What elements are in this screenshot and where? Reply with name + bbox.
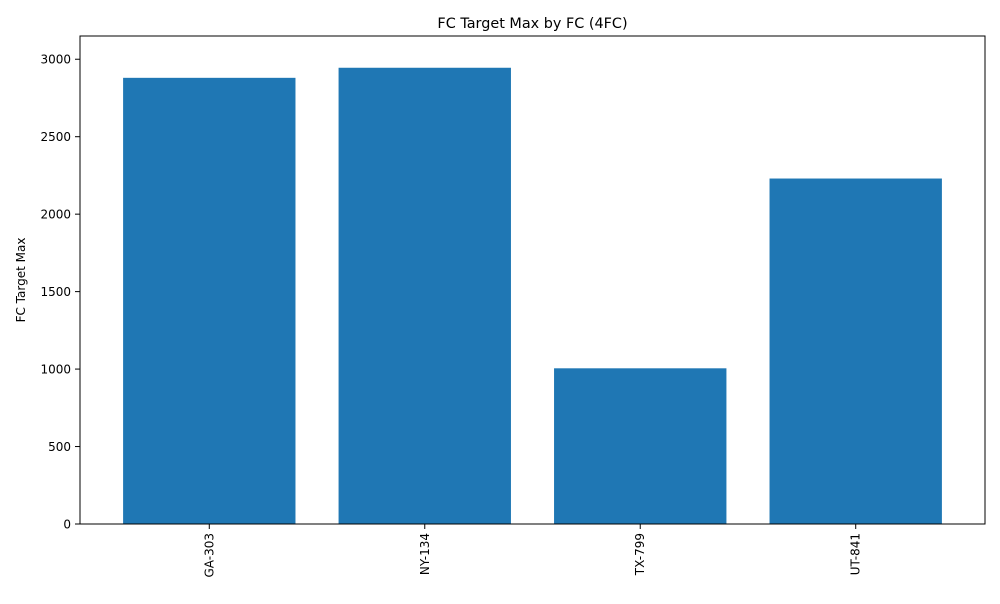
bar-ut-841 <box>769 178 942 524</box>
y-tick-label: 2500 <box>40 130 71 144</box>
y-tick-label: 1000 <box>40 363 71 377</box>
bar-ny-134 <box>338 67 511 524</box>
y-axis-ticks: 0 500 1000 1500 2000 2500 3000 <box>40 53 80 532</box>
y-tick-label: 3000 <box>40 53 71 67</box>
y-tick-label: 2000 <box>40 208 71 222</box>
y-axis-label: FC Target Max <box>14 238 28 323</box>
plot-frame <box>79 35 986 525</box>
x-tick-label-ut-841: UT-841 <box>849 533 863 575</box>
y-tick-label: 500 <box>48 440 71 454</box>
bar-tx-799 <box>554 368 727 524</box>
x-axis-ticks: GA-303 NY-134 TX-799 UT-841 <box>202 524 863 577</box>
bars-group <box>123 67 942 524</box>
x-tick-label-ga-303: GA-303 <box>202 533 216 577</box>
x-tick-label-ny-134: NY-134 <box>418 533 432 575</box>
bar-ga-303 <box>123 77 296 524</box>
chart-title: FC Target Max by FC (4FC) <box>437 16 627 32</box>
x-tick-label-tx-799: TX-799 <box>633 533 647 576</box>
y-tick-label: 0 <box>63 518 71 532</box>
y-tick-label: 1500 <box>40 285 71 299</box>
